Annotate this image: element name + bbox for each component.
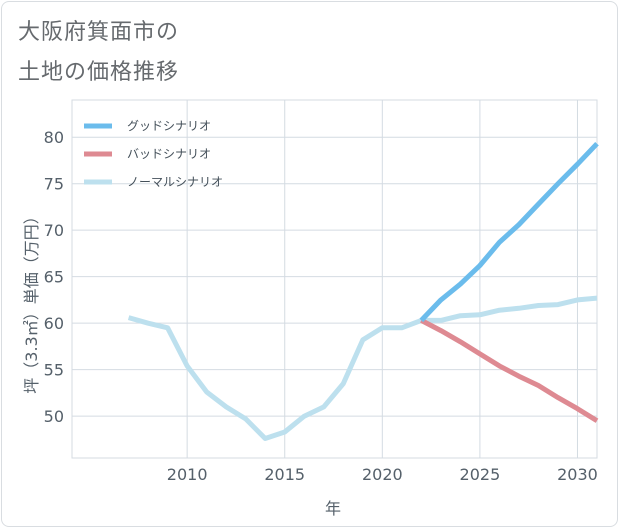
series-line-2 (127, 295, 598, 441)
x-tick-label: 2025 (460, 465, 501, 484)
legend-label-0: グッドシナリオ (127, 119, 211, 133)
y-tick-label: 70 (44, 221, 64, 240)
series-line-0 (419, 141, 599, 323)
x-tick-label: 2030 (557, 465, 598, 484)
y-tick-labels: 50 55 60 65 70 75 80 (44, 128, 64, 426)
x-tick-label: 2010 (167, 465, 208, 484)
series-line-1 (420, 318, 599, 423)
y-tick-label: 55 (44, 361, 64, 380)
y-tick-label: 80 (44, 128, 64, 147)
x-tick-label: 2015 (264, 465, 305, 484)
y-tick-label: 60 (44, 314, 64, 333)
legend-label-1: バッドシナリオ (127, 147, 211, 161)
x-tick-labels: 2010 2015 2020 2025 2030 (167, 465, 598, 484)
x-axis-title: 年 (325, 499, 341, 518)
legend-label-2: ノーマルシナリオ (127, 175, 223, 189)
y-tick-label: 65 (44, 268, 64, 287)
chart-title-line-1: 大阪府箕面市の (18, 20, 180, 45)
y-tick-label: 75 (44, 175, 64, 194)
chart-title-line-2: 土地の価格推移 (18, 60, 180, 85)
plot-frame (71, 99, 598, 459)
y-axis-title: 坪（3.3㎡）単価（万円） (22, 208, 41, 393)
series-layer (127, 141, 599, 441)
y-tick-label: 50 (44, 407, 64, 426)
x-tick-label: 2020 (362, 465, 403, 484)
